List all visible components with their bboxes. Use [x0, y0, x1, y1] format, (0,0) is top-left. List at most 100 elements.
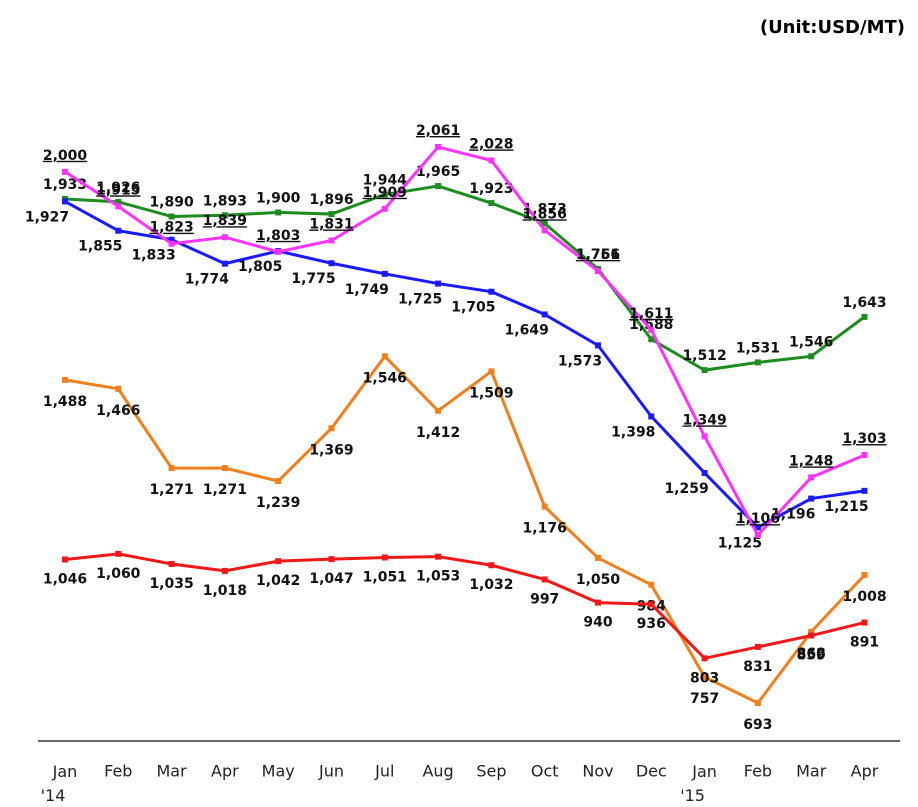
value-label: 1,008: [842, 589, 886, 605]
value-label: 1,900: [256, 190, 301, 206]
point-marker: [754, 359, 761, 366]
value-label: 2,061: [416, 123, 460, 139]
point-marker: [701, 367, 708, 374]
point-marker: [168, 561, 175, 567]
value-label: 859: [797, 648, 826, 664]
value-label: 1,965: [416, 164, 460, 180]
x-tick-label: Apr: [211, 762, 239, 781]
value-label: 1,271: [203, 482, 247, 498]
point-marker: [754, 700, 761, 706]
value-label: 1,933: [43, 177, 87, 193]
point-marker: [648, 581, 655, 588]
point-marker: [435, 407, 442, 414]
point-marker: [221, 260, 228, 267]
series-line: [64, 552, 865, 660]
value-label: 1,833: [131, 248, 175, 264]
value-label: 1,509: [469, 385, 513, 401]
value-label: 1,176: [523, 521, 567, 537]
value-label: 1,774: [185, 272, 230, 288]
point-marker: [701, 673, 708, 680]
point-marker: [808, 628, 815, 635]
point-marker: [435, 183, 442, 190]
point-marker: [595, 342, 601, 349]
point-marker: [62, 198, 68, 205]
x-tick-label: Mar: [157, 762, 188, 781]
value-label: 1,855: [78, 239, 122, 255]
point-marker: [808, 632, 815, 639]
value-label: 1,035: [149, 576, 193, 592]
point-marker: [754, 524, 761, 531]
point-marker: [168, 465, 175, 472]
x-tick-label: Dec: [636, 762, 667, 781]
point-marker: [62, 168, 68, 175]
value-label: 1,926: [96, 180, 140, 196]
point-marker: [595, 599, 601, 606]
value-label: 1,047: [309, 571, 353, 587]
point-marker: [861, 619, 868, 626]
value-label: 1,546: [363, 370, 407, 386]
x-tick-label: Feb: [104, 762, 132, 781]
point-marker: [861, 571, 868, 578]
point-marker: [861, 487, 868, 494]
point-marker: [648, 601, 655, 608]
point-marker: [221, 234, 228, 241]
point-marker: [488, 368, 495, 375]
value-label: 1,775: [291, 271, 335, 287]
point-marker: [435, 553, 442, 560]
value-label: 1,944: [363, 173, 408, 189]
value-label: 1,546: [789, 334, 833, 350]
value-label: 757: [690, 691, 719, 707]
point-marker: [115, 198, 122, 205]
series-line: [64, 145, 866, 538]
point-marker: [381, 554, 388, 561]
point-marker: [115, 550, 122, 557]
value-label: 1,588: [629, 317, 673, 333]
point-marker: [541, 503, 548, 510]
point-marker: [541, 311, 548, 318]
value-label: 1,271: [149, 482, 193, 498]
point-marker: [488, 562, 495, 569]
value-label: 1,893: [203, 193, 247, 209]
value-label: 1,705: [451, 300, 495, 316]
point-marker: [541, 227, 548, 234]
x-tick-label: Sep: [476, 762, 506, 781]
point-marker: [168, 213, 175, 220]
value-label: 1,725: [398, 292, 442, 308]
point-marker: [381, 191, 388, 198]
x-tick-label: Nov: [582, 762, 613, 781]
point-marker: [701, 433, 708, 440]
x-tick-label: Jan '15: [680, 762, 717, 805]
value-label: 1,488: [43, 394, 87, 410]
value-label: 1,259: [664, 481, 708, 497]
value-label: 1,749: [345, 282, 389, 298]
value-label: 1,412: [416, 425, 460, 441]
point-marker: [648, 413, 655, 420]
value-label: 1,761: [576, 247, 620, 263]
value-label: 1,643: [842, 295, 886, 311]
point-marker: [275, 209, 282, 216]
value-label: 936: [637, 616, 666, 632]
value-label: 1,106: [736, 511, 780, 527]
point-marker: [221, 212, 228, 219]
value-label: 1,890: [149, 195, 194, 211]
value-label: 693: [743, 717, 772, 733]
x-tick-label: Aug: [422, 762, 453, 781]
value-label: 1,909: [363, 185, 407, 201]
point-marker: [541, 576, 548, 583]
point-marker: [328, 237, 335, 244]
x-tick-label: Mar: [796, 762, 827, 781]
series-line: [64, 200, 865, 530]
point-marker: [381, 270, 388, 277]
value-label: 1,032: [469, 577, 513, 593]
value-label: 1,756: [576, 247, 620, 263]
point-marker: [435, 144, 442, 150]
value-label: 1,611: [629, 306, 673, 322]
value-label: 1,512: [682, 348, 726, 364]
value-label: 2,028: [469, 136, 513, 152]
point-marker: [221, 567, 228, 574]
point-marker: [701, 469, 708, 476]
point-marker: [62, 376, 68, 383]
point-marker: [488, 200, 495, 207]
point-marker: [221, 465, 228, 472]
point-marker: [808, 474, 815, 481]
